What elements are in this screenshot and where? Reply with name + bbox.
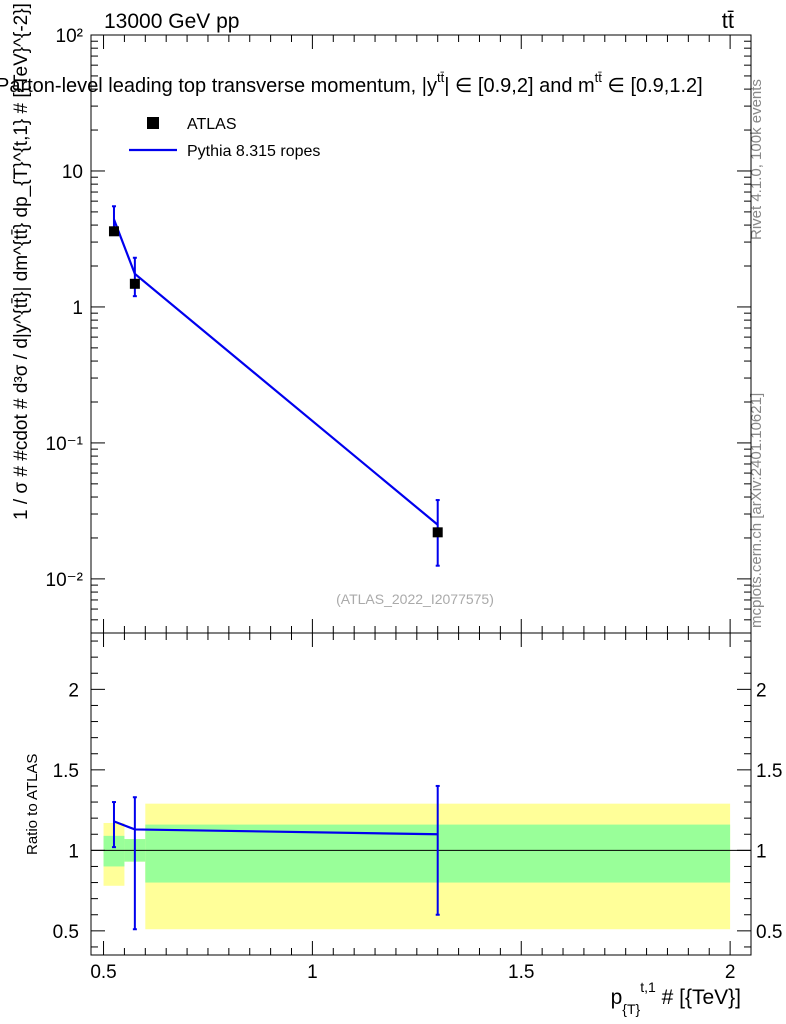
ratio-panel-frame <box>90 632 752 956</box>
rivet-label: Rivet 4.1.0, 100k events <box>748 79 765 240</box>
ratio-y-tick-label-right: 1.5 <box>756 761 782 782</box>
data-point <box>129 278 140 289</box>
x-tick-label: 1 <box>307 962 318 983</box>
x-tick-label: 1.5 <box>508 962 534 983</box>
y-tick-label: 10 <box>62 162 83 183</box>
legend: ATLAS Pythia 8.315 ropes <box>129 116 320 160</box>
ratio-panel: 2 2 1.5 1.5 1 1 0.5 0.5 0.5 1 1.5 2 <box>53 632 782 983</box>
ratio-y-tick-label-right: 0.5 <box>756 922 782 943</box>
x-tick-label: 2 <box>725 962 736 983</box>
x-tick-label: 0.5 <box>90 962 116 983</box>
x-axis-label: p{T}t,1 # [{TeV}] <box>611 979 741 1017</box>
mcplots-label: mcplots.cern.ch [arXiv:2401.10621] <box>748 393 765 628</box>
ratio-y-tick-label-right: 1 <box>756 841 767 862</box>
ratio-y-tick-label: 1 <box>68 841 79 862</box>
main-panel-ticks: 10² 10 1 10⁻¹ 10⁻² <box>46 26 751 634</box>
plot-title: Parton-level leading top transverse mome… <box>0 70 703 97</box>
legend-data-label: ATLAS <box>187 116 237 133</box>
mc-series-line <box>112 219 439 526</box>
ratio-y-tick-label-right: 2 <box>756 680 767 701</box>
energy-label: 13000 GeV pp <box>104 10 239 33</box>
legend-mc-label: Pythia 8.315 ropes <box>187 143 320 160</box>
ratio-bands <box>103 803 731 930</box>
main-panel-marks <box>108 205 443 567</box>
data-point <box>432 527 443 538</box>
legend-data-marker <box>147 117 159 129</box>
analysis-watermark: (ATLAS_2022_I2077575) <box>336 591 494 607</box>
ratio-y-tick-label: 0.5 <box>53 922 79 943</box>
main-panel: 10² 10 1 10⁻¹ 10⁻² <box>46 26 752 634</box>
y-tick-label: 10⁻² <box>46 570 84 591</box>
y-tick-label: 10⁻¹ <box>46 434 84 455</box>
y-tick-label: 10² <box>56 26 83 47</box>
process-label: tt̄ <box>722 8 734 33</box>
data-point <box>108 226 119 237</box>
ratio-y-tick-label: 2 <box>68 680 79 701</box>
ratio-y-tick-label: 1.5 <box>53 761 79 782</box>
y-tick-label: 1 <box>72 298 83 319</box>
ratio-panel-ticks: 2 2 1.5 1.5 1 1 0.5 0.5 0.5 1 1.5 2 <box>53 633 782 983</box>
main-y-axis-label: 1 / σ # #cdot # d³σ / d|y^{tt̄}| dm^{tt̄… <box>11 3 32 520</box>
ratio-y-axis-label: Ratio to ATLAS <box>24 754 41 855</box>
inner-uncertainty-band <box>103 835 125 867</box>
ratio-panel-marks <box>111 784 440 931</box>
